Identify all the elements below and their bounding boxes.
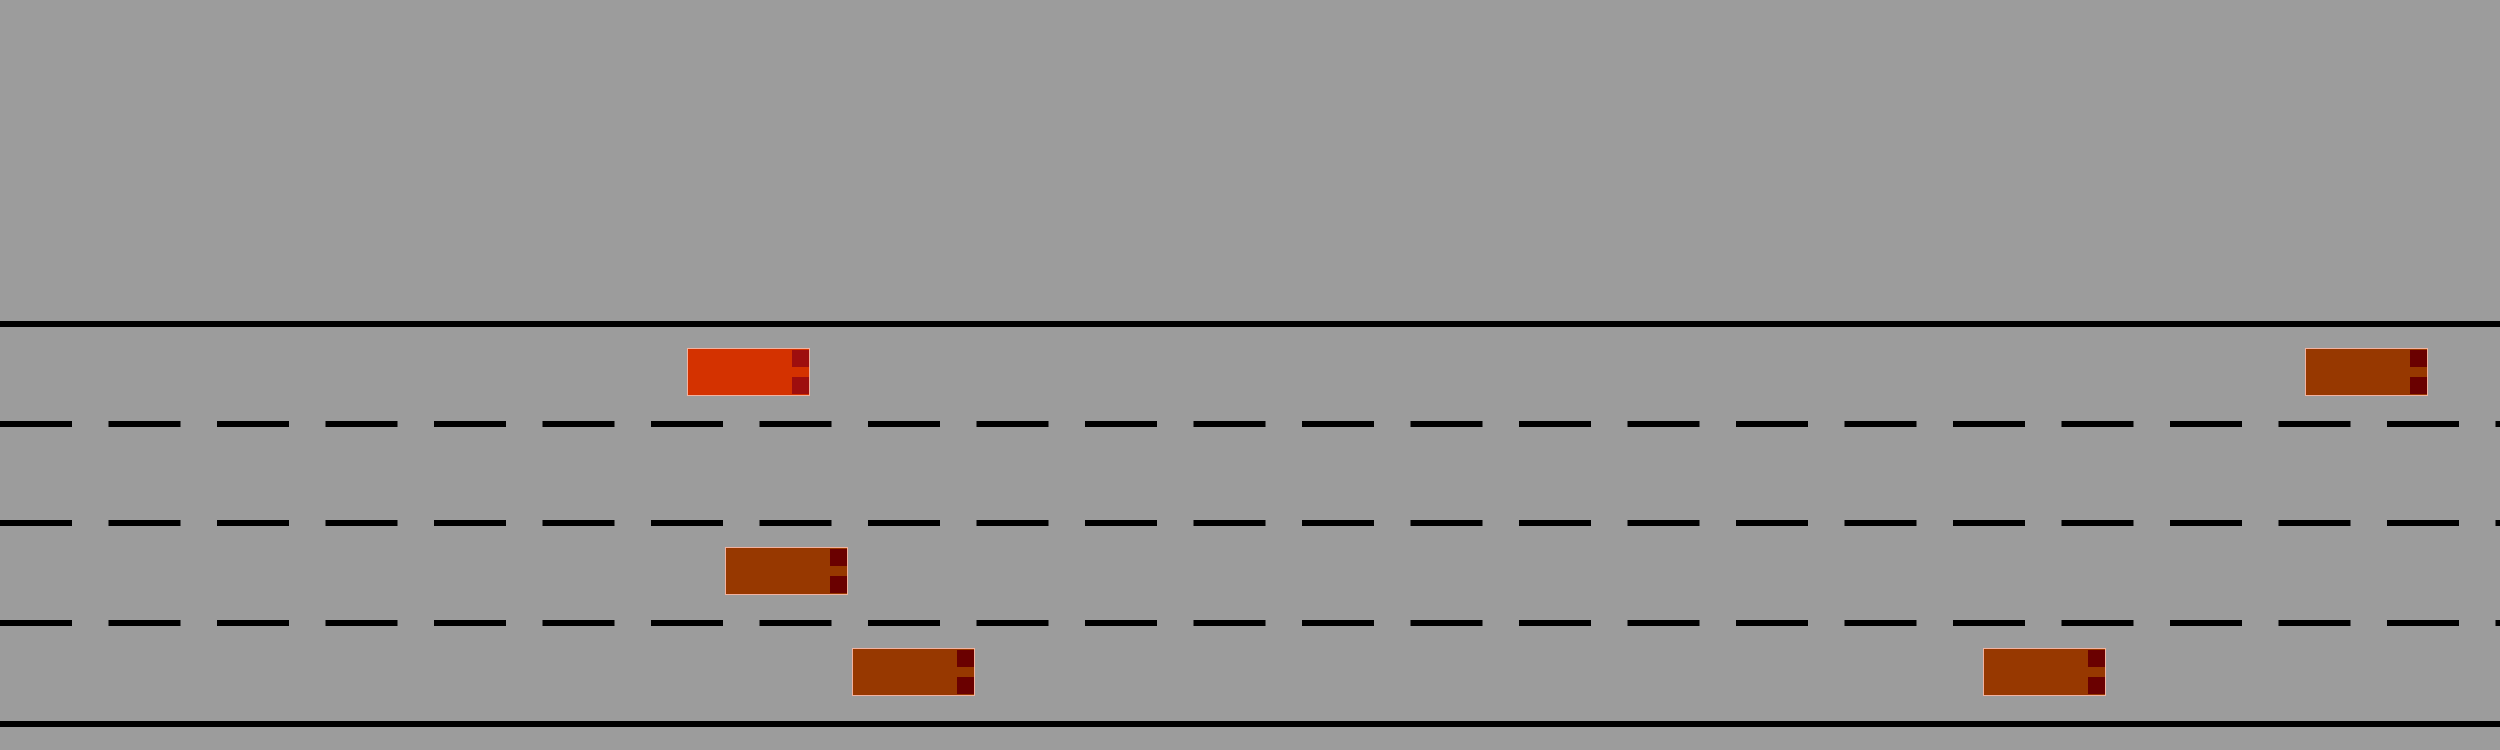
lane-divider-3 xyxy=(0,620,2500,626)
tail-light xyxy=(957,677,974,694)
lane-divider-1 xyxy=(0,421,2500,427)
tail-light xyxy=(2410,350,2427,367)
tail-light xyxy=(2088,677,2105,694)
tail-light xyxy=(2410,377,2427,394)
tail-light xyxy=(792,377,809,394)
other-vehicle xyxy=(1983,648,2106,696)
ego-vehicle xyxy=(687,348,810,396)
tail-light xyxy=(830,549,847,566)
other-vehicle xyxy=(725,547,848,595)
road-top-edge xyxy=(0,321,2500,327)
tail-light xyxy=(957,650,974,667)
other-vehicle xyxy=(2305,348,2428,396)
other-vehicle xyxy=(852,648,975,696)
lane-divider-2 xyxy=(0,520,2500,526)
tail-light xyxy=(2088,650,2105,667)
tail-light xyxy=(830,576,847,593)
tail-light xyxy=(792,350,809,367)
road-bottom-edge xyxy=(0,721,2500,727)
